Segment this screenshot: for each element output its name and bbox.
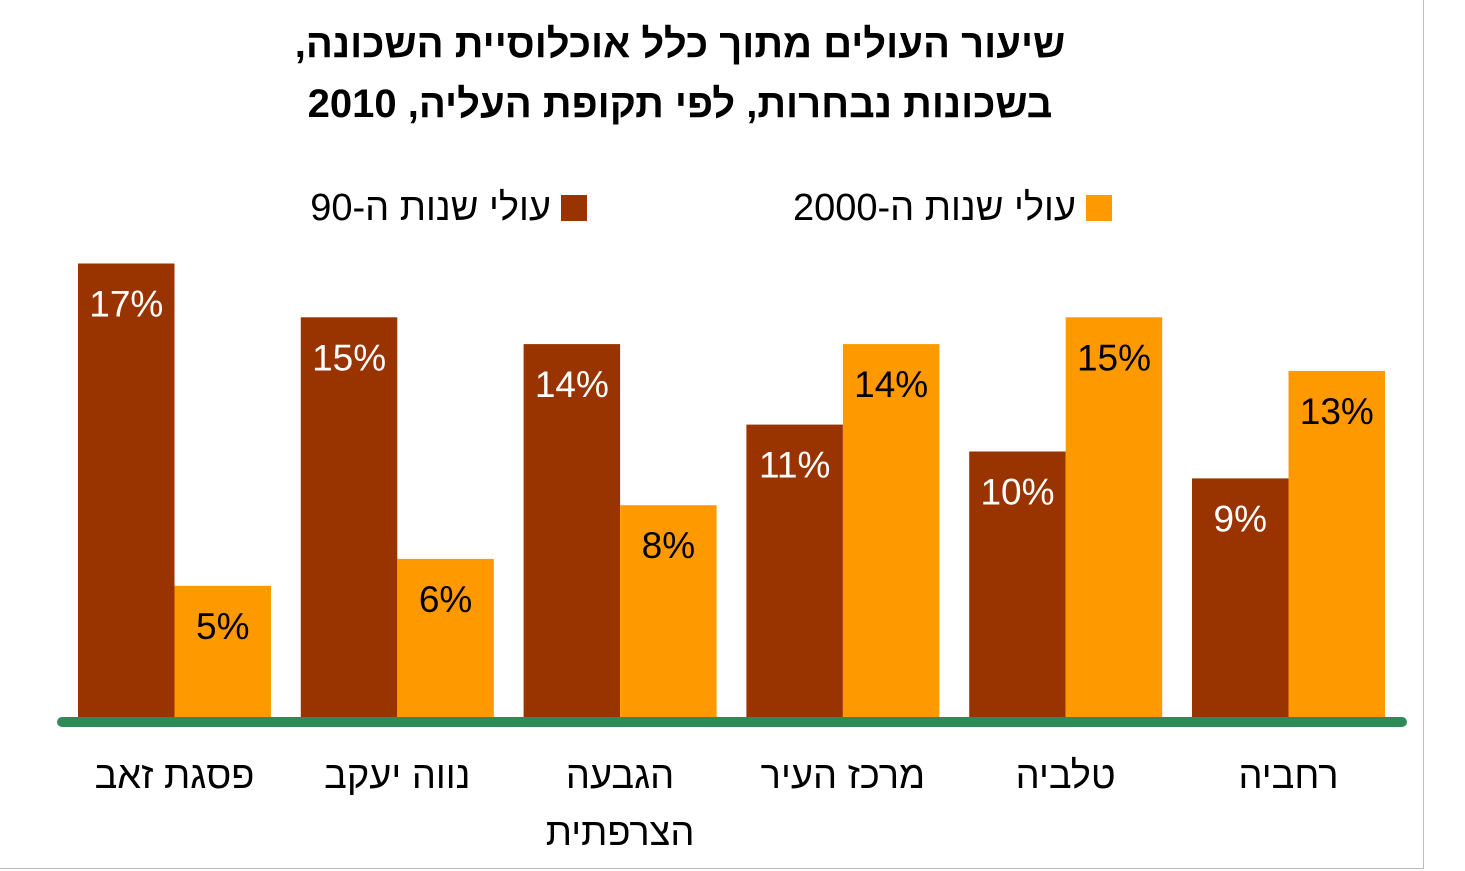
bar-2000s-3 <box>842 344 940 720</box>
chart-title-line-1: שיעור העולים מתוך כלל אוכלוסיית השכונה, <box>294 22 1066 66</box>
data-label-90s-3: 11% <box>759 445 830 486</box>
data-label-2000s-5: 13% <box>1300 391 1374 432</box>
data-label-90s-0: 17% <box>89 284 163 325</box>
data-label-90s-4: 10% <box>980 472 1054 513</box>
category-label-4: טלביה <box>1016 755 1116 797</box>
bar-2000s-2 <box>620 505 717 720</box>
data-label-2000s-1: 6% <box>419 579 472 620</box>
legend-item-90s: עולי שנות ה-90 <box>310 186 587 230</box>
data-label-90s-2: 14% <box>535 364 609 405</box>
data-label-2000s-4: 15% <box>1077 337 1151 378</box>
legend-item-2000s: עולי שנות ה-2000 <box>793 186 1112 230</box>
bar-2000s-5 <box>1288 370 1385 720</box>
data-label-90s-5: 9% <box>1214 498 1267 539</box>
bar-90s-0 <box>78 263 175 720</box>
bar-90s-4 <box>969 451 1066 720</box>
category-label-5: רחביה <box>1238 755 1338 797</box>
data-label-90s-1: 15% <box>312 337 386 378</box>
bar-2000s-0 <box>174 585 271 721</box>
bar-90s-3 <box>746 424 843 720</box>
legend-label-90s: עולי שנות ה-90 <box>310 186 551 229</box>
data-label-2000s-0: 5% <box>196 606 249 647</box>
category-label-2-line-0: הגבעה <box>566 755 674 797</box>
bar-90s-1 <box>300 317 398 721</box>
legend-swatch-90s <box>561 195 587 221</box>
bar-2000s-1 <box>397 558 494 720</box>
bar-90s-5 <box>1192 478 1289 721</box>
category-label-1: נווה יעקב <box>324 755 470 797</box>
category-label-0: פסגת זאב <box>95 755 255 797</box>
chart-frame <box>0 0 1424 869</box>
category-label-2-line-1: הצרפתית <box>546 812 695 854</box>
data-label-2000s-2: 8% <box>642 525 695 566</box>
chart-title-line-2: בשכונות נבחרות, לפי תקופת העליה, 2010 <box>307 82 1053 126</box>
bar-90s-2 <box>523 344 621 720</box>
legend-swatch-2000s <box>1086 195 1112 221</box>
data-label-2000s-3: 14% <box>854 364 928 405</box>
category-label-3: מרכז העיר <box>761 755 925 797</box>
bar-2000s-4 <box>1065 317 1163 721</box>
legend-label-2000s: עולי שנות ה-2000 <box>792 186 1076 229</box>
